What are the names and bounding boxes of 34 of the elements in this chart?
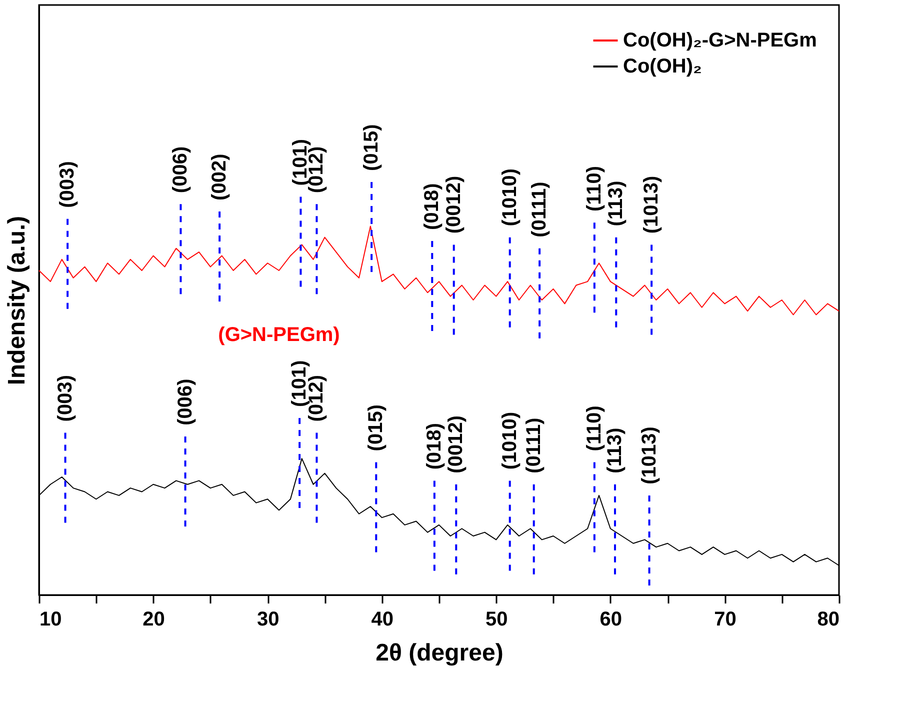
x-tick-label: 40 — [371, 608, 394, 630]
x-axis-title: 2θ (degree) — [376, 640, 504, 666]
x-tick-label: 30 — [256, 608, 280, 630]
annotation: (1013) — [640, 176, 663, 234]
x-tick-label: 80 — [817, 608, 840, 630]
annotation: (0111) — [528, 182, 551, 238]
annotation: (006) — [170, 146, 192, 194]
annotation: (G>N-PEGm) — [218, 324, 340, 346]
x-tick-label: 20 — [142, 608, 165, 630]
x-tick-label: 70 — [714, 608, 736, 630]
y-axis-title: Indensity (a.u.) — [4, 216, 30, 386]
legend-label: Co(OH)₂ — [623, 56, 702, 78]
annotation: (002) — [208, 154, 231, 200]
legend-label: Co(OH)₂-G>N-PEGm — [623, 30, 817, 52]
annotation: (018) — [421, 183, 444, 230]
annotation: (1010) — [498, 168, 521, 226]
annotation: (113) — [605, 180, 628, 226]
annotation: (110) — [583, 166, 606, 212]
x-tick-label: 10 — [40, 608, 62, 630]
annotation: (110) — [583, 406, 606, 452]
annotation: (018) — [423, 422, 446, 470]
x-tick-label: 50 — [486, 608, 508, 630]
annotation: (0012) — [442, 176, 465, 234]
x-tick-label: 60 — [600, 608, 622, 630]
annotation: (015) — [365, 404, 388, 452]
annotation: (006) — [174, 378, 196, 426]
annotation: (1010) — [498, 412, 521, 470]
annotation: (113) — [604, 428, 626, 474]
annotation: (003) — [56, 161, 79, 208]
annotation: (1013) — [638, 426, 660, 484]
annotation: (003) — [54, 374, 76, 422]
annotation: (0012) — [445, 416, 468, 474]
annotation: (0111) — [522, 418, 545, 474]
annotation: (015) — [360, 124, 383, 171]
